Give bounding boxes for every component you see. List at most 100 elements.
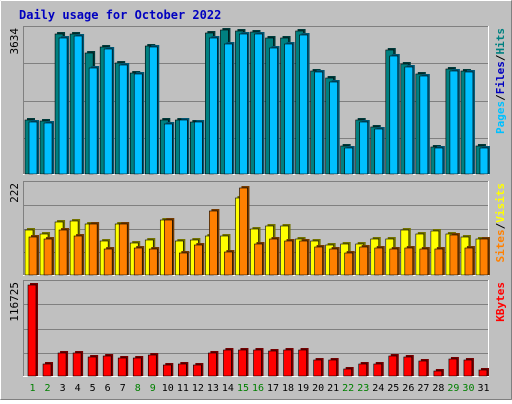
panel-visits-bars xyxy=(24,186,490,276)
visits-sites-bar-day-2-face xyxy=(43,238,53,276)
visits-sites-bar-day-23 xyxy=(359,245,370,276)
kbytes-bar-day-11 xyxy=(178,362,189,377)
kbytes-bar-day-26 xyxy=(403,355,414,377)
hits-files-bar-day-5 xyxy=(88,66,100,175)
hits-files-bar-day-10-face xyxy=(163,123,173,175)
visits-sites-bar-day-14-face xyxy=(224,251,233,276)
visits-sites-bar-day-12-face xyxy=(194,244,203,276)
kbytes-bar-day-1 xyxy=(27,283,38,377)
visits-sites-bar-day-7-face xyxy=(118,223,128,276)
hits-files-bar-day-30 xyxy=(464,70,475,175)
hits-files-bar-day-31-face xyxy=(479,147,489,175)
hits-files-bar-day-23 xyxy=(359,120,370,175)
kbytes-bar-day-2-face xyxy=(42,363,52,377)
visits-sites-bar-day-4-face xyxy=(73,235,83,276)
hits-files-bar-day-15-face xyxy=(239,33,248,175)
hits-files-bar-day-29-face xyxy=(449,70,459,175)
visits-sites-bar-day-3-face xyxy=(58,229,68,276)
visits-sites-bar-day-20-face xyxy=(314,246,323,276)
visits-sites-bar-day-17-face xyxy=(269,238,278,276)
hits-files-bar-day-11-face xyxy=(179,119,188,175)
visits-sites-bar-day-24 xyxy=(374,246,385,276)
visits-sites-bar-day-18 xyxy=(284,239,295,276)
kbytes-bar-day-20-face xyxy=(313,359,322,377)
kbytes-bar-day-29-face xyxy=(448,358,458,377)
visits-sites-bar-day-21-face xyxy=(329,248,338,276)
kbytes-bar-day-2 xyxy=(42,362,54,377)
hits-files-bar-day-13 xyxy=(209,36,220,175)
hits-files-bar-day-17-face xyxy=(269,47,278,175)
hits-files-bar-day-17 xyxy=(269,46,280,175)
visits-sites-bar-day-20 xyxy=(314,245,325,276)
hits-files-bar-day-22 xyxy=(344,146,355,175)
kbytes-bar-day-15-face xyxy=(238,349,247,377)
visits-sites-bar-day-8 xyxy=(133,246,145,276)
hits-files-bar-day-23-face xyxy=(359,121,369,175)
hits-files-bar-day-2-face xyxy=(43,122,53,175)
day-label-15: 15 xyxy=(237,383,249,394)
hits-files-bar-day-14-face xyxy=(224,43,233,175)
kbytes-bar-day-21-face xyxy=(328,359,337,377)
day-label-17: 17 xyxy=(267,383,279,394)
kbytes-bar-day-17-face xyxy=(268,350,277,377)
hits-files-bar-day-18 xyxy=(284,42,295,175)
visits-sites-bar-day-2 xyxy=(43,237,55,276)
hits-files-bar-day-14 xyxy=(224,42,235,175)
kbytes-bar-day-25-face xyxy=(388,355,398,377)
hits-files-bar-day-15 xyxy=(239,32,250,175)
kbytes-bar-day-15 xyxy=(238,348,249,377)
visits-sites-bar-day-23-face xyxy=(359,246,369,276)
hits-files-bar-day-29 xyxy=(449,69,460,175)
legend-separator: / xyxy=(494,222,507,229)
visits-sites-bar-day-18-face xyxy=(284,240,293,276)
kbytes-bar-day-13 xyxy=(208,351,219,377)
visits-sites-bar-day-27 xyxy=(419,247,430,276)
day-label-29: 29 xyxy=(447,383,459,394)
legend-separator: / xyxy=(494,94,507,101)
hits-files-bar-day-24-face xyxy=(374,128,384,175)
visits-sites-bar-day-10-face xyxy=(163,219,173,276)
hits-files-bar-day-5-face xyxy=(88,67,98,175)
hits-files-bar-day-6 xyxy=(103,47,115,175)
day-label-19: 19 xyxy=(297,383,309,394)
hits-files-bar-day-22-face xyxy=(344,147,353,175)
visits-sites-bar-day-5-face xyxy=(88,223,98,276)
day-label-5: 5 xyxy=(90,383,96,394)
hits-files-bar-day-21-face xyxy=(329,81,338,175)
panel-hits-ymax-label: 3634 xyxy=(8,28,21,55)
hits-files-bar-day-27-face xyxy=(419,75,429,175)
hits-files-bar-day-4-face xyxy=(73,35,83,175)
day-label-14: 14 xyxy=(222,383,234,394)
hits-files-bar-day-4 xyxy=(73,34,85,175)
panel-visits: 222 Sites/Visits xyxy=(8,181,507,276)
visits-sites-bar-day-5 xyxy=(88,222,100,276)
hits-files-bar-day-12 xyxy=(194,120,205,175)
visits-sites-bar-day-7 xyxy=(118,222,130,276)
hits-files-bar-day-1-face xyxy=(28,121,38,175)
hits-files-bar-day-8-face xyxy=(133,73,143,175)
hits-files-bar-day-31 xyxy=(479,146,490,175)
kbytes-bar-day-18-face xyxy=(283,349,292,377)
hits-files-bar-day-7-face xyxy=(118,64,128,175)
visits-sites-bar-day-17 xyxy=(269,237,280,276)
visits-sites-bar-day-6-face xyxy=(103,248,113,276)
hits-files-bar-day-10 xyxy=(163,122,175,175)
kbytes-bar-day-9-face xyxy=(147,354,157,377)
visits-sites-bar-day-12 xyxy=(194,243,205,276)
hits-files-bar-day-30-face xyxy=(464,71,474,175)
hits-files-bar-day-2 xyxy=(43,121,55,175)
hits-files-bar-day-27 xyxy=(419,74,430,175)
kbytes-bar-day-6 xyxy=(102,354,114,377)
visits-sites-bar-day-29-face xyxy=(449,234,459,276)
hits-files-bar-day-9 xyxy=(148,45,160,175)
day-label-25: 25 xyxy=(387,383,399,394)
kbytes-bar-day-11-face xyxy=(178,363,187,377)
visits-sites-bar-day-22 xyxy=(344,251,355,276)
kbytes-bar-day-7 xyxy=(117,356,129,377)
day-label-18: 18 xyxy=(282,383,294,394)
day-label-9: 9 xyxy=(150,383,156,394)
visits-sites-bar-day-26 xyxy=(404,246,415,276)
day-label-13: 13 xyxy=(207,383,219,394)
kbytes-bar-day-16-face xyxy=(253,349,262,377)
visits-sites-bar-day-8-face xyxy=(133,247,143,276)
